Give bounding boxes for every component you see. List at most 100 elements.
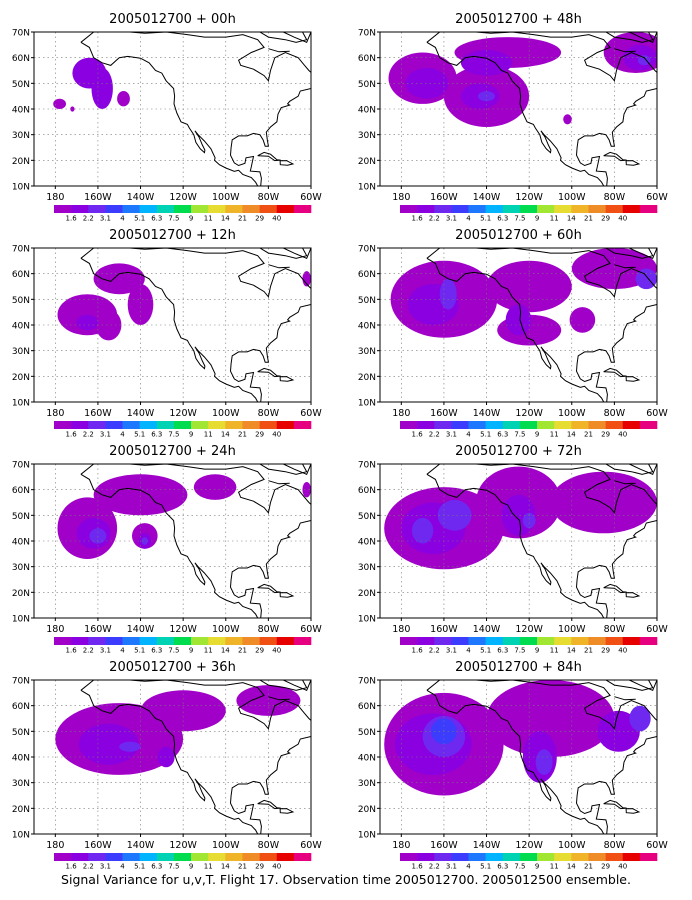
y-tick-label: 60N bbox=[358, 270, 376, 280]
y-tick-label: 50N bbox=[12, 80, 30, 90]
y-tick-label: 20N bbox=[358, 805, 376, 815]
colorbar-swatch bbox=[105, 637, 123, 645]
colorbar-swatch bbox=[88, 637, 106, 645]
y-tick-label: 40N bbox=[12, 322, 30, 332]
colorbar-label: 6.3 bbox=[151, 215, 162, 223]
x-tick-label: 180 bbox=[46, 192, 64, 203]
variance-contour bbox=[302, 271, 311, 287]
colorbar-label: 21 bbox=[238, 431, 247, 439]
y-tick-label: 60N bbox=[358, 702, 376, 712]
coastline bbox=[80, 41, 259, 186]
colorbar-label: 6.3 bbox=[497, 215, 508, 223]
variance-contour bbox=[629, 705, 651, 732]
variance-contour bbox=[437, 499, 472, 531]
coastline bbox=[629, 248, 657, 259]
y-tick-label: 40N bbox=[358, 106, 376, 116]
x-tick-label: 180 bbox=[392, 192, 410, 203]
colorbar-swatch bbox=[502, 637, 521, 645]
colorbar-label: 14 bbox=[221, 431, 230, 439]
panel-title: 2005012700 + 00h bbox=[109, 12, 236, 27]
colorbar-swatch bbox=[139, 853, 158, 861]
coastline bbox=[283, 680, 311, 691]
y-tick-label: 50N bbox=[358, 512, 376, 522]
colorbar-swatch bbox=[451, 637, 469, 645]
colorbar-label: 29 bbox=[601, 215, 610, 223]
colorbar-swatch bbox=[293, 205, 312, 213]
colorbar-label: 9 bbox=[189, 431, 193, 439]
x-tick-label: 160W bbox=[430, 192, 458, 203]
colorbar-swatch bbox=[451, 853, 469, 861]
colorbar-label: 11 bbox=[204, 431, 213, 439]
colorbar-label: 11 bbox=[204, 863, 213, 871]
colorbar-label: 5.1 bbox=[480, 431, 491, 439]
colorbar-label: 2.2 bbox=[429, 431, 440, 439]
colorbar-label: 4 bbox=[120, 863, 125, 871]
colorbar-label: 40 bbox=[618, 863, 627, 871]
plot-area bbox=[380, 680, 657, 834]
x-tick-label: 120W bbox=[515, 624, 543, 635]
coastline bbox=[593, 464, 654, 475]
colorbar-swatch bbox=[71, 421, 89, 429]
variance-contour bbox=[439, 278, 457, 310]
colorbar-swatch bbox=[400, 637, 418, 645]
colorbar-label: 14 bbox=[567, 863, 576, 871]
colorbar-swatch bbox=[276, 421, 295, 429]
coastline bbox=[247, 248, 308, 259]
colorbar-swatch bbox=[191, 637, 209, 645]
colorbar-swatch bbox=[208, 853, 226, 861]
panel-title: 2005012700 + 60h bbox=[455, 228, 582, 243]
coastline bbox=[625, 592, 641, 598]
colorbar-label: 7.5 bbox=[514, 431, 525, 439]
y-tick-label: 30N bbox=[358, 779, 376, 789]
colorbar-swatch bbox=[276, 637, 295, 645]
colorbar-label: 21 bbox=[238, 647, 247, 655]
colorbar-label: 21 bbox=[584, 863, 593, 871]
y-tick-label: 20N bbox=[358, 589, 376, 599]
coastline bbox=[603, 799, 627, 810]
colorbar-label: 4 bbox=[466, 215, 471, 223]
colorbar-label: 2.2 bbox=[83, 647, 94, 655]
coastline bbox=[614, 480, 636, 485]
colorbar-swatch bbox=[502, 853, 521, 861]
colorbar-label: 2.2 bbox=[429, 215, 440, 223]
colorbar-swatch bbox=[554, 205, 572, 213]
colorbar-label: 1.6 bbox=[66, 863, 78, 871]
colorbar-label: 40 bbox=[618, 647, 627, 655]
coastline bbox=[80, 473, 259, 618]
colorbar-swatch bbox=[434, 637, 452, 645]
coastline bbox=[283, 464, 311, 475]
panel-title: 2005012700 + 84h bbox=[455, 660, 582, 675]
y-tick-label: 10N bbox=[12, 183, 30, 193]
colorbar-swatch bbox=[639, 637, 658, 645]
x-tick-label: 120W bbox=[515, 408, 543, 419]
map-panel: 2005012700 + 36h 70N 60N 50N 40N 30N 20N 10N 180… bbox=[12, 660, 323, 871]
colorbar-swatch bbox=[139, 205, 158, 213]
colorbar-swatch bbox=[139, 637, 158, 645]
colorbar-label: 5.1 bbox=[480, 215, 491, 223]
y-tick-label: 10N bbox=[358, 183, 376, 193]
variance-contour bbox=[119, 741, 141, 752]
y-tick-label: 20N bbox=[12, 589, 30, 599]
plot-area bbox=[380, 464, 657, 618]
colorbar-swatch bbox=[468, 637, 486, 645]
coastline bbox=[80, 248, 311, 402]
y-tick-label: 40N bbox=[12, 754, 30, 764]
y-tick-label: 40N bbox=[358, 538, 376, 548]
colorbar-swatch bbox=[293, 853, 312, 861]
colorbar-label: 5.1 bbox=[134, 647, 145, 655]
colorbar-swatch bbox=[71, 853, 89, 861]
colorbar-swatch bbox=[400, 205, 418, 213]
x-tick-label: 120W bbox=[169, 840, 197, 851]
plot-area bbox=[380, 248, 657, 402]
y-tick-label: 50N bbox=[358, 296, 376, 306]
colorbar-label: 9 bbox=[189, 215, 193, 223]
x-tick-label: 100W bbox=[558, 840, 586, 851]
colorbar-swatch bbox=[88, 205, 106, 213]
colorbar-swatch bbox=[242, 853, 260, 861]
colorbar-label: 11 bbox=[204, 647, 213, 655]
colorbar-label: 5.1 bbox=[480, 863, 491, 871]
y-tick-label: 30N bbox=[12, 347, 30, 357]
x-tick-label: 100W bbox=[558, 624, 586, 635]
colorbar-label: 7.5 bbox=[514, 647, 525, 655]
